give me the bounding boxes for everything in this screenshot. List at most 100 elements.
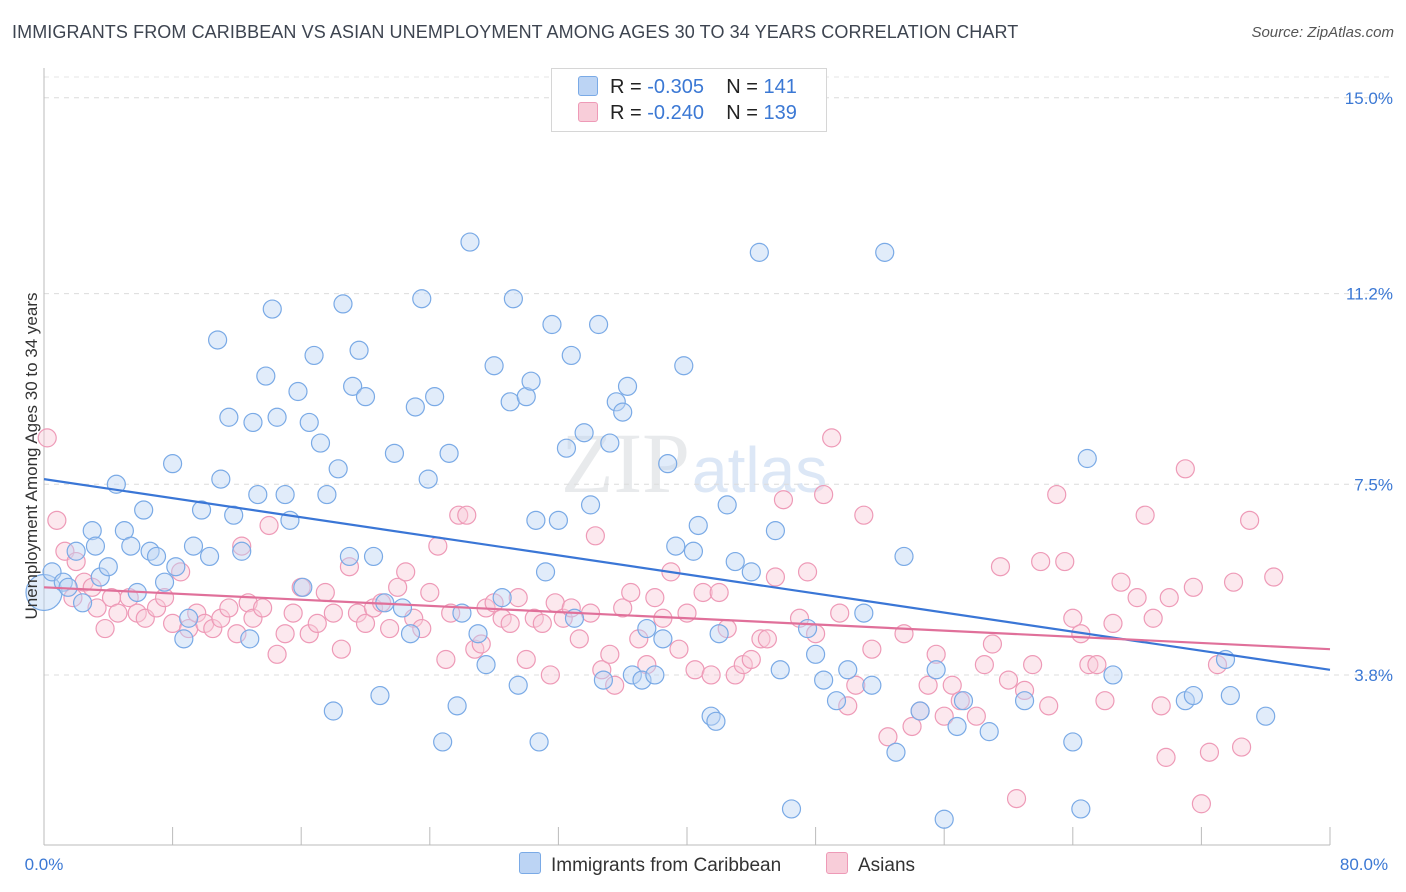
point-asians [878,727,898,747]
point-caribbean [134,500,154,520]
point-caribbean [267,407,287,427]
point-caribbean [535,562,556,582]
point-asians [267,644,287,664]
point-caribbean [934,809,954,829]
point-asians [37,428,57,448]
legend: R = -0.305 N = 141 R = -0.240 N = 139 [551,68,827,132]
point-asians [645,588,665,608]
point-asians [709,582,729,603]
bottom-legend-caribbean: Immigrants from Caribbean [519,852,781,877]
point-asians [47,510,67,530]
point-caribbean [349,340,369,360]
point-asians [1223,572,1244,592]
point-caribbean [425,387,445,407]
point-caribbean [121,536,141,556]
point-asians [508,588,528,608]
point-caribbean [561,345,581,366]
point-asians [299,624,319,644]
point-caribbean [683,541,704,561]
bottom-legend-swatch-asians [826,852,848,874]
point-asians [465,639,485,659]
point-asians [621,582,641,603]
point-asians [1159,588,1179,608]
point-asians [1031,551,1051,572]
point-caribbean [826,691,847,711]
point-asians [773,490,794,510]
point-caribbean [85,536,106,556]
point-caribbean [580,495,601,515]
point-asians [355,613,376,634]
legend-row-caribbean: R = -0.305 N = 141 [578,76,797,100]
point-caribbean [1103,665,1123,685]
point-caribbean [323,701,343,721]
point-asians [146,598,167,618]
legend-r-value: -0.305 [647,76,704,98]
point-asians [990,557,1011,577]
point-asians [1006,789,1027,809]
point-caribbean [363,546,384,567]
point-caribbean [622,665,642,685]
point-asians [339,557,360,577]
point-caribbean [606,392,626,412]
point-asians [283,603,303,623]
point-caribbean [1256,706,1276,726]
point-caribbean [838,660,858,680]
point-caribbean [814,670,834,690]
point-caribbean [593,670,614,690]
point-caribbean [163,454,183,474]
point-caribbean [1183,685,1203,706]
point-asians [436,649,456,670]
point-asians [1103,613,1123,634]
point-caribbean [211,469,231,489]
point-asians [585,526,605,546]
point-caribbean [166,557,186,577]
point-asians [902,716,922,737]
y-tick-label: 7.5% [1354,475,1393,494]
point-caribbean [240,629,260,649]
point-asians [449,505,469,525]
point-asians [998,670,1019,690]
point-asians [540,665,560,685]
point-asians [765,567,786,587]
point-caribbean [741,562,761,582]
point-caribbean [910,701,930,721]
point-caribbean [781,799,802,819]
point-caribbean [926,660,946,680]
point-asians [275,624,295,644]
point-caribbean [805,644,826,664]
point-caribbean [339,546,360,567]
point-asians [918,675,938,695]
point-caribbean [191,500,212,520]
point-caribbean [709,624,729,644]
point-caribbean [146,546,167,567]
point-caribbean [98,557,118,577]
y-tick-label: 15.0% [1345,89,1393,108]
point-asians [323,603,343,623]
point-asians [203,618,223,639]
point-caribbean [293,577,313,597]
point-caribbean [219,407,239,427]
point-asians [66,551,86,572]
point-caribbean [637,618,657,639]
point-caribbean [503,289,523,309]
legend-r-label: R = [610,76,642,98]
point-asians [1135,505,1155,525]
point-caribbean [674,356,694,376]
point-asians [1014,680,1035,701]
point-asians [1095,691,1115,711]
point-asians [1039,696,1059,716]
point-caribbean [317,484,337,505]
point-caribbean [174,629,194,649]
point-asians [331,639,351,659]
point-asians [243,608,263,628]
point-asians [211,608,231,628]
point-caribbean [140,541,160,561]
point-caribbean [875,242,895,262]
point-caribbean [516,387,536,407]
point-caribbean [574,423,594,443]
point-caribbean [947,716,967,737]
point-caribbean [433,732,453,752]
point-asians [942,675,962,695]
point-asians [1191,794,1212,814]
